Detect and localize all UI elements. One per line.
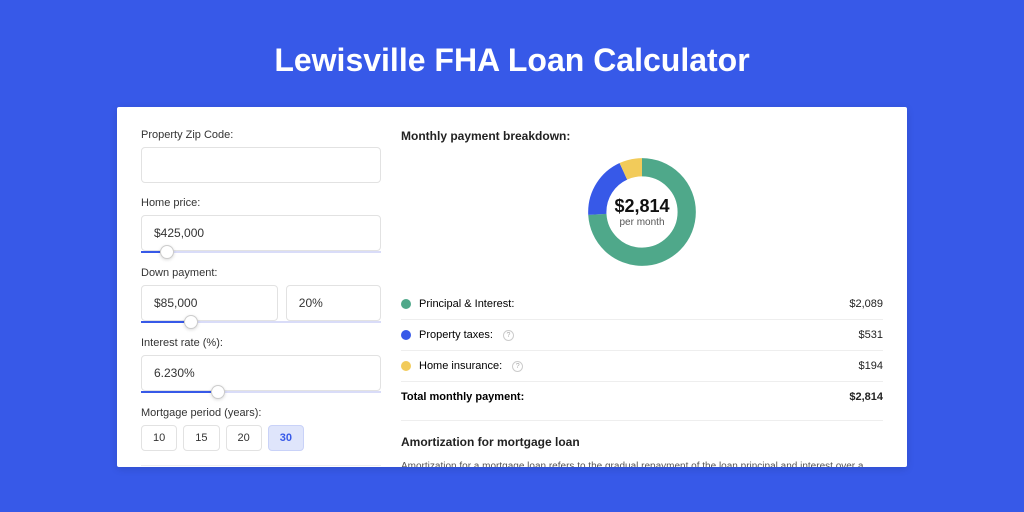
amortization-title: Amortization for mortgage loan bbox=[401, 435, 883, 449]
donut-center: $2,814 per month bbox=[583, 153, 701, 271]
down-label: Down payment: bbox=[141, 267, 381, 279]
down-slider[interactable] bbox=[141, 321, 381, 323]
donut-sub: per month bbox=[619, 217, 664, 228]
down-field-group: Down payment: bbox=[141, 267, 381, 323]
breakdown-value: $194 bbox=[859, 360, 883, 372]
info-icon[interactable]: ? bbox=[503, 330, 514, 341]
down-slider-thumb[interactable] bbox=[184, 315, 198, 329]
donut-chart: $2,814 per month bbox=[583, 153, 701, 271]
zip-field-group: Property Zip Code: bbox=[141, 129, 381, 183]
period-btn-20[interactable]: 20 bbox=[226, 425, 262, 451]
breakdown-label: Home insurance: bbox=[419, 360, 502, 372]
breakdown-row-principal: Principal & Interest: $2,089 bbox=[401, 289, 883, 319]
period-label: Mortgage period (years): bbox=[141, 407, 381, 419]
period-btn-30[interactable]: 30 bbox=[268, 425, 304, 451]
period-buttons: 10 15 20 30 bbox=[141, 425, 381, 451]
calculator-panel: Property Zip Code: Home price: Down paym… bbox=[117, 107, 907, 467]
breakdown-label: Principal & Interest: bbox=[419, 298, 514, 310]
inputs-column: Property Zip Code: Home price: Down paym… bbox=[141, 129, 381, 467]
rate-input[interactable] bbox=[141, 355, 381, 391]
breakdown-total-value: $2,814 bbox=[849, 391, 883, 403]
page-title: Lewisville FHA Loan Calculator bbox=[0, 0, 1024, 107]
price-slider[interactable] bbox=[141, 251, 381, 253]
period-btn-10[interactable]: 10 bbox=[141, 425, 177, 451]
breakdown-title: Monthly payment breakdown: bbox=[401, 129, 883, 143]
breakdown-row-total: Total monthly payment: $2,814 bbox=[401, 381, 883, 412]
veteran-toggle-row: I am veteran or military bbox=[141, 465, 381, 467]
breakdown-label: Property taxes: bbox=[419, 329, 493, 341]
down-pct-input[interactable] bbox=[286, 285, 381, 321]
info-icon[interactable]: ? bbox=[512, 361, 523, 372]
price-input[interactable] bbox=[141, 215, 381, 251]
breakdown-row-insurance: Home insurance: ? $194 bbox=[401, 350, 883, 381]
zip-label: Property Zip Code: bbox=[141, 129, 381, 141]
breakdown-column: Monthly payment breakdown: $2,814 per mo… bbox=[401, 129, 883, 467]
rate-slider-thumb[interactable] bbox=[211, 385, 225, 399]
breakdown-total-label: Total monthly payment: bbox=[401, 391, 524, 403]
dot-icon bbox=[401, 299, 411, 309]
price-label: Home price: bbox=[141, 197, 381, 209]
zip-input[interactable] bbox=[141, 147, 381, 183]
down-amount-input[interactable] bbox=[141, 285, 278, 321]
rate-field-group: Interest rate (%): bbox=[141, 337, 381, 393]
donut-chart-wrap: $2,814 per month bbox=[401, 153, 883, 271]
period-btn-15[interactable]: 15 bbox=[183, 425, 219, 451]
breakdown-value: $2,089 bbox=[849, 298, 883, 310]
donut-amount: $2,814 bbox=[614, 196, 669, 217]
amortization-section: Amortization for mortgage loan Amortizat… bbox=[401, 420, 883, 467]
breakdown-rows: Principal & Interest: $2,089 Property ta… bbox=[401, 289, 883, 412]
period-field-group: Mortgage period (years): 10 15 20 30 bbox=[141, 407, 381, 451]
price-field-group: Home price: bbox=[141, 197, 381, 253]
breakdown-row-taxes: Property taxes: ? $531 bbox=[401, 319, 883, 350]
price-slider-thumb[interactable] bbox=[160, 245, 174, 259]
breakdown-value: $531 bbox=[859, 329, 883, 341]
dot-icon bbox=[401, 361, 411, 371]
rate-label: Interest rate (%): bbox=[141, 337, 381, 349]
amortization-text: Amortization for a mortgage loan refers … bbox=[401, 459, 883, 467]
rate-slider[interactable] bbox=[141, 391, 381, 393]
dot-icon bbox=[401, 330, 411, 340]
